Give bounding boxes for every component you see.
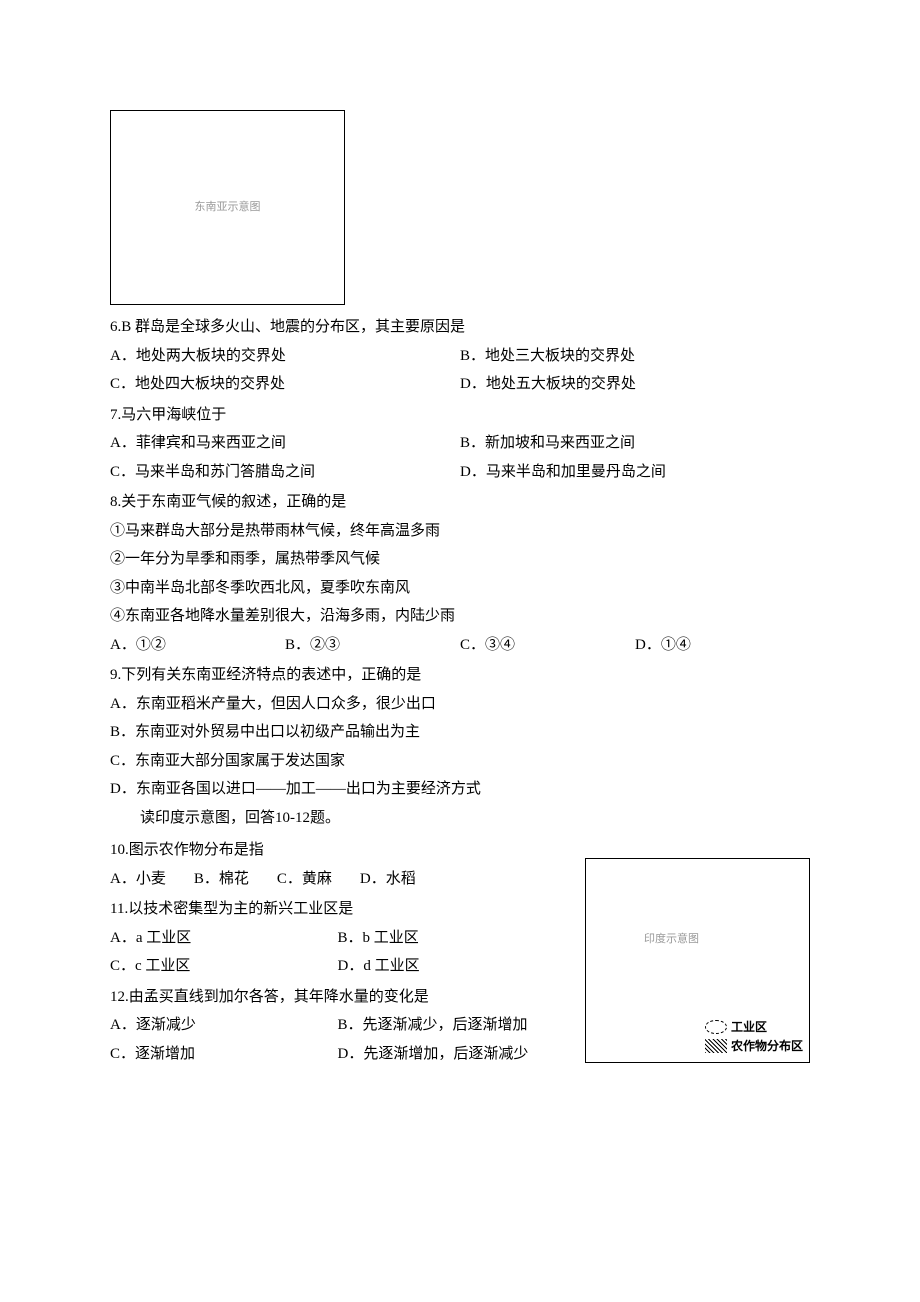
legend-crop-row: 农作物分布区: [705, 1037, 803, 1056]
q9-option-d: D．东南亚各国以进口——加工——出口为主要经济方式: [110, 775, 810, 804]
q11-option-b: B．b 工业区: [338, 924, 566, 953]
sea-asia-map-figure: 东南亚示意图: [110, 110, 345, 305]
q8-option-c: C．③④: [460, 631, 635, 660]
legend-industry-swatch: [705, 1020, 727, 1034]
q9-option-c: C．东南亚大部分国家属于发达国家: [110, 747, 810, 776]
q11-option-c: C．c 工业区: [110, 952, 338, 981]
q10-stem: 10.图示农作物分布是指: [110, 836, 565, 865]
q6-options: A．地处两大板块的交界处 B．地处三大板块的交界处 C．地处四大板块的交界处 D…: [110, 342, 810, 399]
q6-option-a: A．地处两大板块的交界处: [110, 342, 460, 371]
q12-options: A．逐渐减少 B．先逐渐减少，后逐渐增加 C．逐渐增加 D．先逐渐增加，后逐渐减…: [110, 1011, 565, 1068]
q12-option-d: D．先逐渐增加，后逐渐减少: [338, 1040, 566, 1069]
q6-option-c: C．地处四大板块的交界处: [110, 370, 460, 399]
q11-stem: 11.以技术密集型为主的新兴工业区是: [110, 895, 565, 924]
india-map-figure: 印度示意图 工业区 农作物分布区: [585, 858, 810, 1063]
legend-industry-label: 工业区: [731, 1018, 767, 1037]
sea-asia-map-placeholder: 东南亚示意图: [117, 117, 338, 298]
q7-option-c: C．马来半岛和苏门答腊岛之间: [110, 458, 460, 487]
q11-option-a: A．a 工业区: [110, 924, 338, 953]
q9-option-a: A．东南亚稻米产量大，但因人口众多，很少出口: [110, 690, 810, 719]
q8-statement-3: ③中南半岛北部冬季吹西北风，夏季吹东南风: [110, 574, 810, 603]
q6-option-b: B．地处三大板块的交界处: [460, 342, 810, 371]
q8-option-b: B．②③: [285, 631, 460, 660]
q12-stem: 12.由孟买直线到加尔各答，其年降水量的变化是: [110, 983, 565, 1012]
legend-crop-swatch: [705, 1039, 727, 1053]
q10-options: A．小麦 B．棉花 C．黄麻 D．水稻: [110, 865, 565, 894]
q12-option-c: C．逐渐增加: [110, 1040, 338, 1069]
q8-option-d: D．①④: [635, 631, 810, 660]
india-map-legend: 工业区 农作物分布区: [705, 1018, 803, 1056]
q8-option-a: A．①②: [110, 631, 285, 660]
india-map-placeholder: 印度示意图: [594, 867, 749, 1012]
q9-stem: 9.下列有关东南亚经济特点的表述中，正确的是: [110, 661, 810, 690]
q12-option-b: B．先逐渐减少，后逐渐增加: [338, 1011, 566, 1040]
india-intro: 读印度示意图，回答10-12题。: [110, 804, 810, 833]
q7-option-d: D．马来半岛和加里曼丹岛之间: [460, 458, 810, 487]
q6-stem: 6.B 群岛是全球多火山、地震的分布区，其主要原因是: [110, 313, 810, 342]
q10-option-a: A．小麦: [110, 865, 166, 894]
q8-options: A．①② B．②③ C．③④ D．①④: [110, 631, 810, 660]
q7-option-a: A．菲律宾和马来西亚之间: [110, 429, 460, 458]
q8-statement-1: ①马来群岛大部分是热带雨林气候，终年高温多雨: [110, 517, 810, 546]
q10-option-b: B．棉花: [194, 865, 249, 894]
q11-options: A．a 工业区 B．b 工业区 C．c 工业区 D．d 工业区: [110, 924, 565, 981]
india-section: 10.图示农作物分布是指 A．小麦 B．棉花 C．黄麻 D．水稻 11.以技术密…: [110, 834, 810, 1068]
q7-stem: 7.马六甲海峡位于: [110, 401, 810, 430]
q12-option-a: A．逐渐减少: [110, 1011, 338, 1040]
legend-crop-label: 农作物分布区: [731, 1037, 803, 1056]
q6-option-d: D．地处五大板块的交界处: [460, 370, 810, 399]
q11-option-d: D．d 工业区: [338, 952, 566, 981]
q9-option-b: B．东南亚对外贸易中出口以初级产品输出为主: [110, 718, 810, 747]
q7-option-b: B．新加坡和马来西亚之间: [460, 429, 810, 458]
q8-statement-4: ④东南亚各地降水量差别很大，沿海多雨，内陆少雨: [110, 602, 810, 631]
q10-option-c: C．黄麻: [277, 865, 332, 894]
q8-statement-2: ②一年分为旱季和雨季，属热带季风气候: [110, 545, 810, 574]
q10-option-d: D．水稻: [360, 865, 416, 894]
india-questions: 10.图示农作物分布是指 A．小麦 B．棉花 C．黄麻 D．水稻 11.以技术密…: [110, 834, 565, 1068]
q8-stem: 8.关于东南亚气候的叙述，正确的是: [110, 488, 810, 517]
legend-industry-row: 工业区: [705, 1018, 803, 1037]
q7-options: A．菲律宾和马来西亚之间 B．新加坡和马来西亚之间 C．马来半岛和苏门答腊岛之间…: [110, 429, 810, 486]
